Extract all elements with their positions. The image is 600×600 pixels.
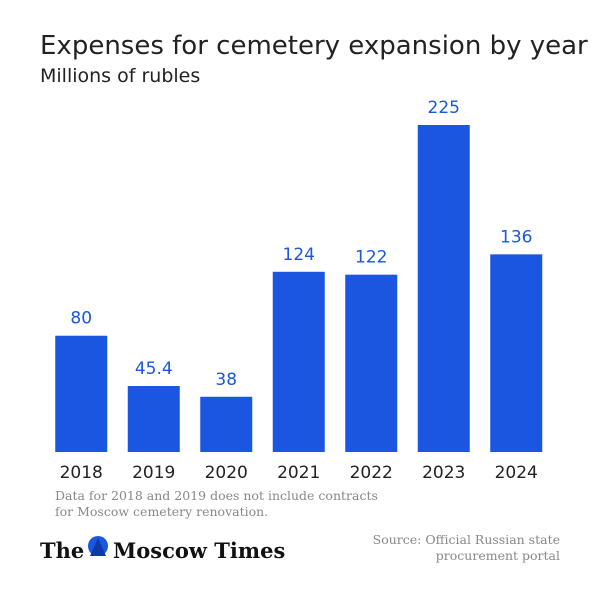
x-tick-label: 2024: [495, 463, 538, 483]
logo-icon: [88, 536, 108, 556]
chart-title: Expenses for cemetery expansion by year: [40, 31, 588, 61]
source-line: procurement portal: [436, 548, 560, 563]
bar: [55, 335, 108, 452]
source-line: Source: Official Russian state: [373, 532, 560, 547]
x-tick-label: 2019: [132, 463, 175, 483]
value-label: 225: [428, 98, 460, 118]
bar: [345, 274, 398, 452]
x-tick-label: 2020: [205, 463, 248, 483]
x-tick-label: 2018: [60, 463, 103, 483]
value-label: 136: [500, 227, 532, 247]
bar: [490, 254, 543, 452]
logo-text: The: [40, 538, 84, 563]
x-tick-label: 2022: [350, 463, 393, 483]
bar: [200, 396, 253, 452]
chart-subtitle: Millions of rubles: [40, 65, 200, 87]
note-line: for Moscow cemetery renovation.: [55, 504, 268, 519]
bar: [417, 125, 470, 452]
logo-text: Moscow Times: [113, 538, 285, 563]
value-label: 124: [283, 245, 315, 265]
x-tick-label: 2021: [277, 463, 320, 483]
bar: [127, 386, 180, 452]
value-label: 45.4: [135, 359, 173, 379]
value-label: 38: [215, 370, 237, 390]
value-label: 80: [70, 309, 92, 329]
value-label: 122: [355, 248, 387, 268]
bar: [272, 271, 325, 452]
note-line: Data for 2018 and 2019 does not include …: [55, 488, 378, 503]
x-tick-label: 2023: [422, 463, 465, 483]
